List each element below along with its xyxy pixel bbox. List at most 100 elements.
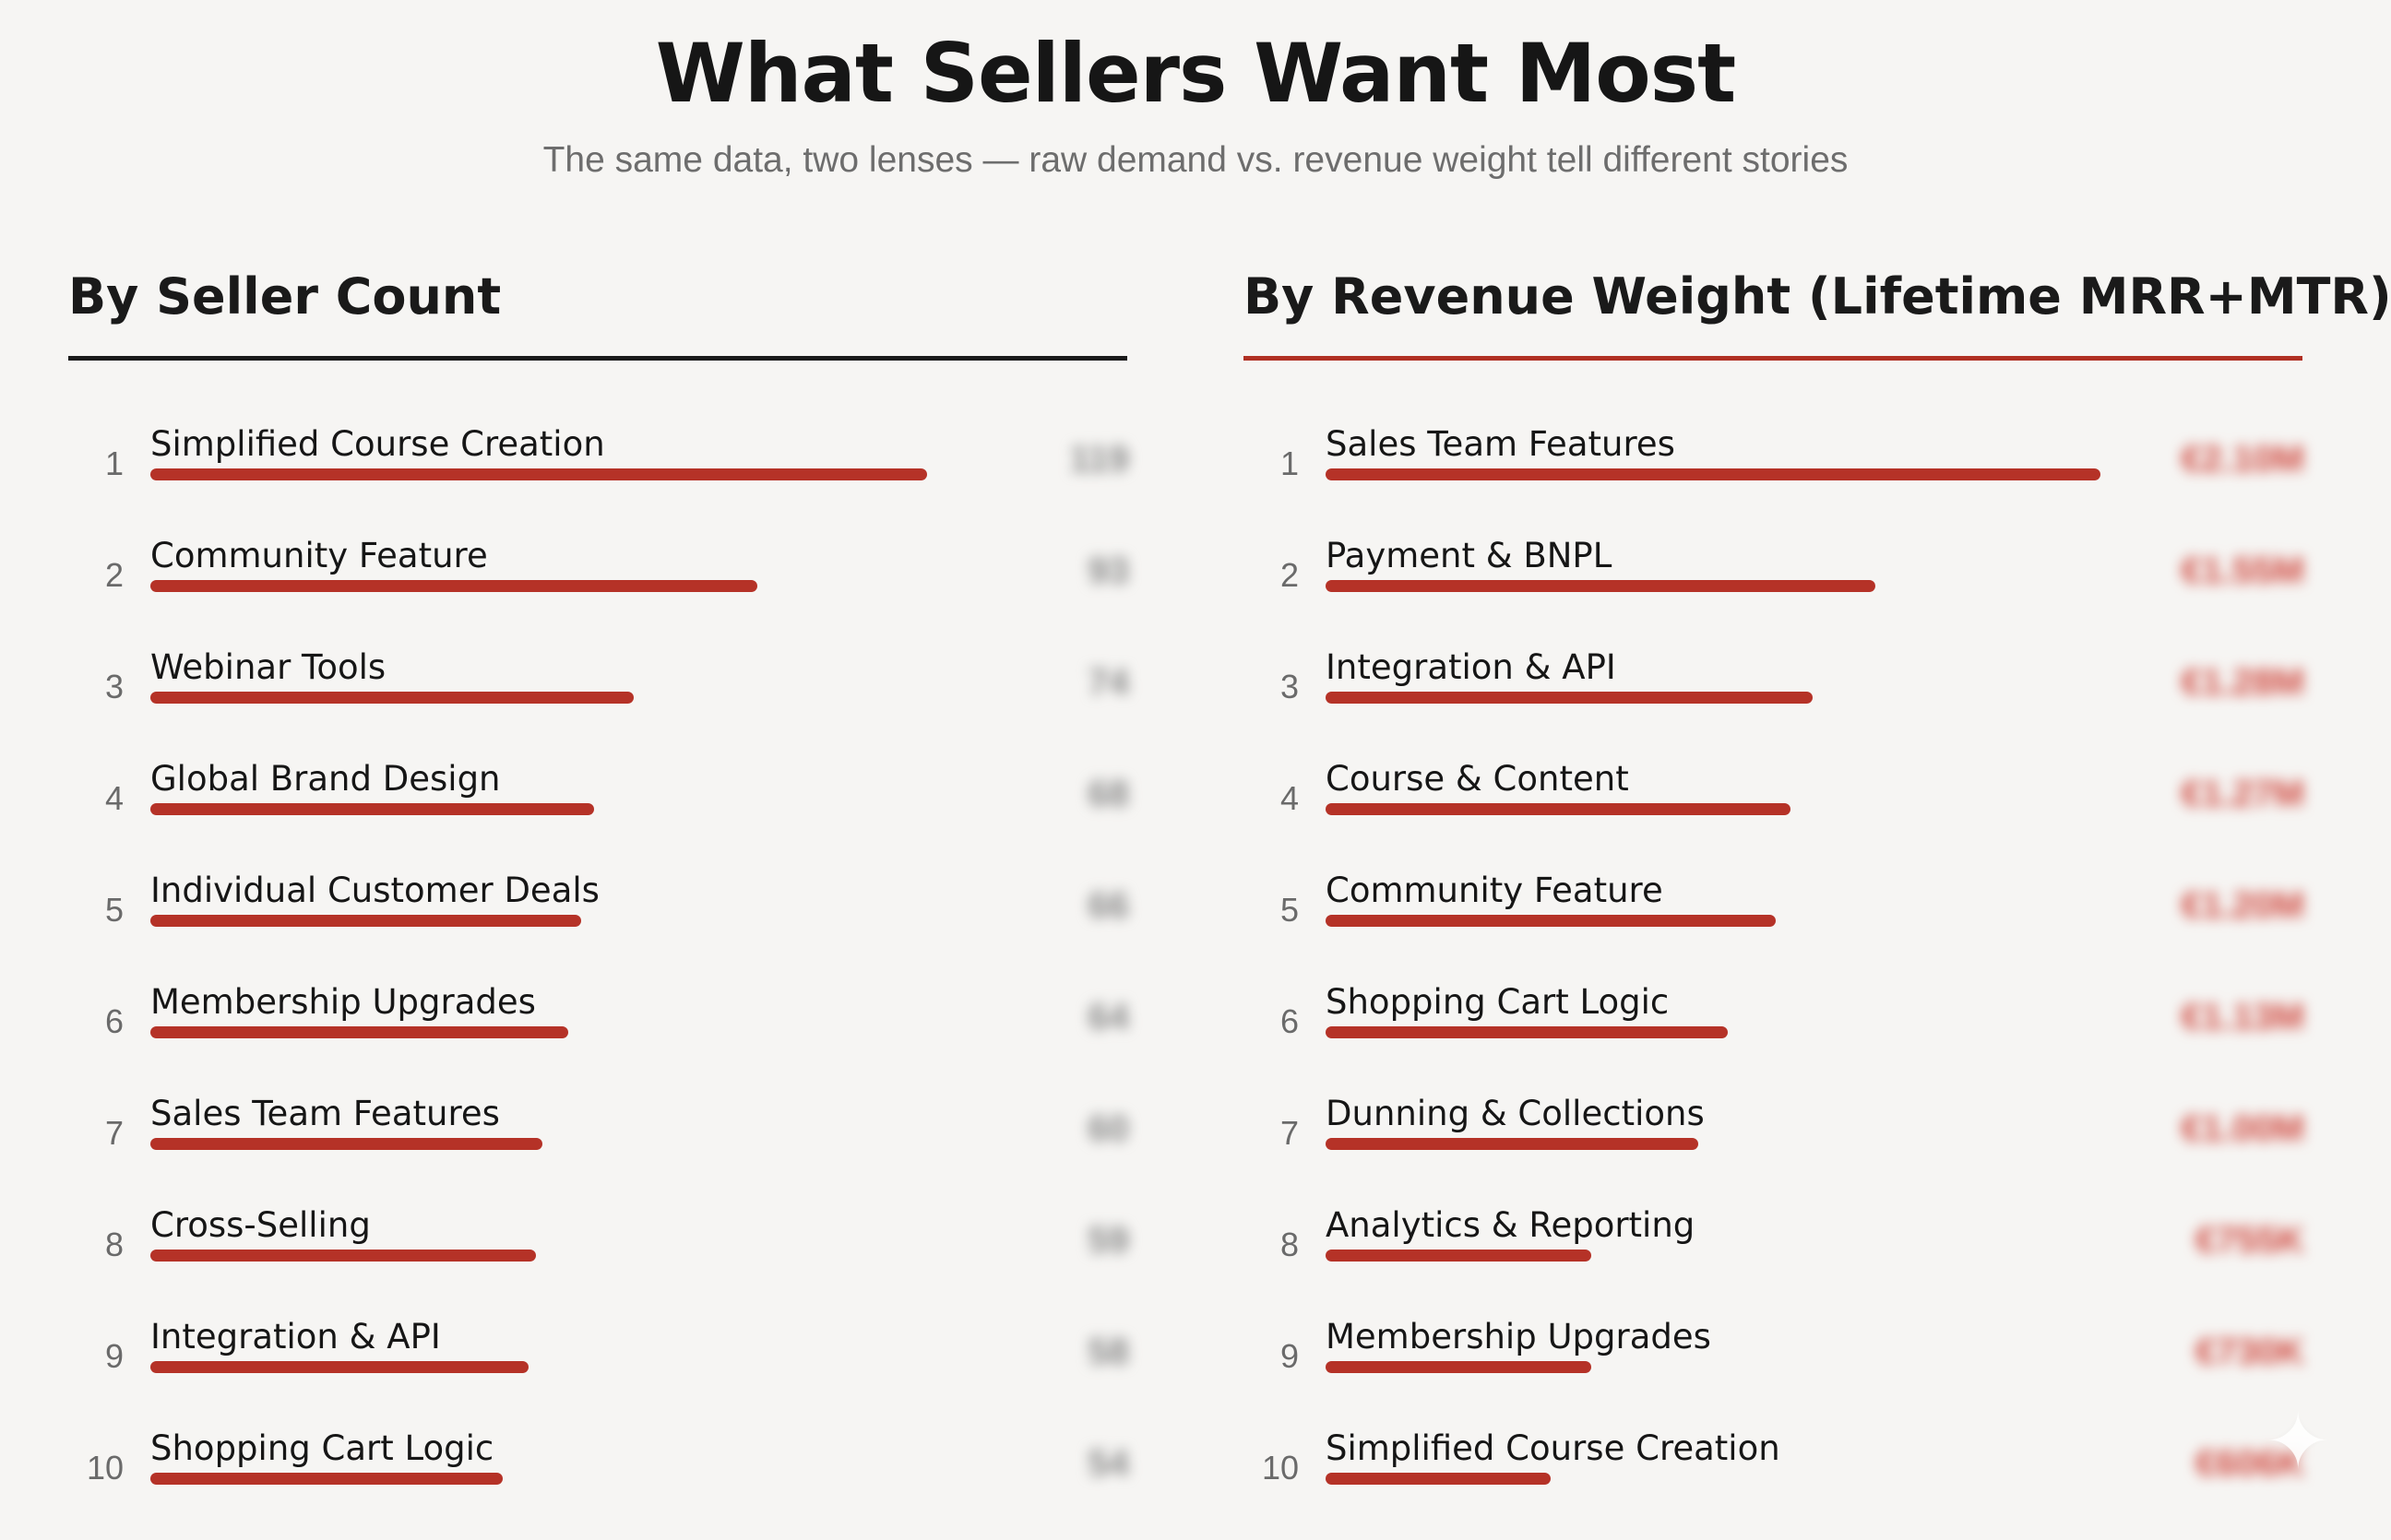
value-label: 66: [1088, 885, 1130, 926]
value-label: 93: [1088, 551, 1130, 591]
bar: [1326, 1138, 1698, 1150]
bar-track: [150, 1026, 999, 1038]
bar-track: [1326, 915, 2174, 927]
revenue-weight-row: 4 Course & Content €1.27M: [1243, 759, 2304, 871]
bar: [150, 1250, 536, 1262]
rank-number: 5: [1279, 891, 1299, 929]
rank-number: 8: [104, 1226, 124, 1263]
value-label: 68: [1088, 774, 1130, 814]
seller-count-row: 2 Community Feature 93: [68, 536, 1129, 647]
bar-track: [1326, 1473, 2174, 1485]
revenue-weight-row: 8 Analytics & Reporting €755K: [1243, 1205, 2304, 1317]
page-title: What Sellers Want Most: [655, 26, 1736, 121]
seller-count-row: 1 Simplified Course Creation 119: [68, 424, 1129, 536]
revenue-weight-row: 7 Dunning & Collections €1.00M: [1243, 1094, 2304, 1205]
category-label: Sales Team Features: [150, 1094, 500, 1133]
category-label: Webinar Tools: [150, 647, 387, 687]
bar-track: [1326, 803, 2174, 815]
bar: [1326, 580, 1875, 592]
category-label: Membership Upgrades: [150, 982, 536, 1022]
bar: [1326, 1026, 1728, 1038]
category-label: Sales Team Features: [1326, 424, 1675, 464]
category-label: Membership Upgrades: [1326, 1317, 1711, 1356]
rank-number: 7: [1279, 1114, 1299, 1152]
bar: [150, 803, 595, 815]
revenue-weight-row: 1 Sales Team Features €2.10M: [1243, 424, 2304, 536]
value-label: €606K: [2195, 1443, 2304, 1484]
bar-track: [150, 915, 999, 927]
bar-track: [150, 1138, 999, 1150]
bar-track: [1326, 1026, 2174, 1038]
seller-count-row: 10 Shopping Cart Logic 54: [68, 1428, 1129, 1540]
value-label: 64: [1088, 997, 1130, 1037]
bar: [1326, 915, 1776, 927]
value-label: 119: [1069, 439, 1129, 480]
seller-count-row: 3 Webinar Tools 74: [68, 647, 1129, 759]
rank-number: 1: [1279, 444, 1299, 482]
rank-number: 3: [104, 668, 124, 705]
bar: [1326, 1361, 1591, 1373]
bar-track: [150, 692, 999, 704]
seller-count-row: 6 Membership Upgrades 64: [68, 982, 1129, 1094]
rank-number: 2: [104, 556, 124, 594]
category-label: Cross-Selling: [150, 1205, 371, 1245]
revenue-weight-heading-rule: [1243, 356, 2302, 361]
bar: [150, 692, 634, 704]
bar-track: [150, 468, 999, 480]
rank-number: 10: [1261, 1449, 1299, 1487]
category-label: Individual Customer Deals: [150, 871, 600, 910]
value-label: €1.28M: [2181, 662, 2304, 703]
bar: [150, 915, 582, 927]
category-label: Shopping Cart Logic: [150, 1428, 494, 1468]
sparkle-icon: ✦: [2266, 1398, 2331, 1485]
bar-track: [150, 803, 999, 815]
category-label: Analytics & Reporting: [1326, 1205, 1695, 1245]
value-label: 58: [1088, 1332, 1130, 1372]
value-label: 74: [1088, 662, 1130, 703]
revenue-weight-panel: By Revenue Weight (Lifetime MRR+MTR) 1 Sa…: [1243, 267, 2391, 1534]
revenue-weight-row: 3 Integration & API €1.28M: [1243, 647, 2304, 759]
revenue-weight-row: 9 Membership Upgrades €730K: [1243, 1317, 2304, 1428]
seller-count-panel: By Seller Count 1 Simplified Course Creat…: [68, 267, 1129, 1534]
category-label: Integration & API: [1326, 647, 1616, 687]
bar-track: [150, 1250, 999, 1262]
category-label: Simplified Course Creation: [1326, 1428, 1780, 1468]
bar-track: [1326, 1250, 2174, 1262]
bar-track: [150, 1473, 999, 1485]
value-label: 59: [1088, 1220, 1130, 1261]
rank-number: 7: [104, 1114, 124, 1152]
rank-number: 1: [104, 444, 124, 482]
bar: [150, 468, 928, 480]
seller-count-row: 4 Global Brand Design 68: [68, 759, 1129, 871]
seller-count-row: 7 Sales Team Features 60: [68, 1094, 1129, 1205]
rank-number: 6: [1279, 1002, 1299, 1040]
seller-count-row: 5 Individual Customer Deals 66: [68, 871, 1129, 982]
revenue-weight-heading: By Revenue Weight (Lifetime MRR+MTR): [1243, 267, 2391, 326]
bar: [1326, 1473, 1551, 1485]
rank-number: 4: [104, 779, 124, 817]
category-label: Dunning & Collections: [1326, 1094, 1705, 1133]
bar: [1326, 803, 1790, 815]
rank-number: 4: [1279, 779, 1299, 817]
seller-count-heading: By Seller Count: [68, 267, 502, 326]
bar: [150, 1026, 568, 1038]
revenue-weight-row: 5 Community Feature €1.20M: [1243, 871, 2304, 982]
value-label: €755K: [2195, 1220, 2304, 1261]
rank-number: 6: [104, 1002, 124, 1040]
category-label: Shopping Cart Logic: [1326, 982, 1670, 1022]
bar-track: [1326, 692, 2174, 704]
category-label: Community Feature: [150, 536, 488, 575]
rank-number: 9: [104, 1337, 124, 1375]
bar: [150, 1138, 542, 1150]
revenue-weight-row: 6 Shopping Cart Logic €1.13M: [1243, 982, 2304, 1094]
revenue-weight-bar-list: 1 Sales Team Features €2.10M 2 Payment & BNP…: [1243, 424, 2304, 1540]
value-label: €1.13M: [2181, 997, 2304, 1037]
bar-track: [1326, 1138, 2174, 1150]
seller-count-bar-list: 1 Simplified Course Creation 119 2 Community…: [68, 424, 1129, 1540]
value-label: 60: [1088, 1108, 1130, 1149]
page-subtitle: The same data, two lenses — raw demand v…: [542, 140, 1849, 180]
rank-number: 3: [1279, 668, 1299, 705]
category-label: Integration & API: [150, 1317, 441, 1356]
category-label: Global Brand Design: [150, 759, 501, 799]
bar: [150, 1473, 504, 1485]
